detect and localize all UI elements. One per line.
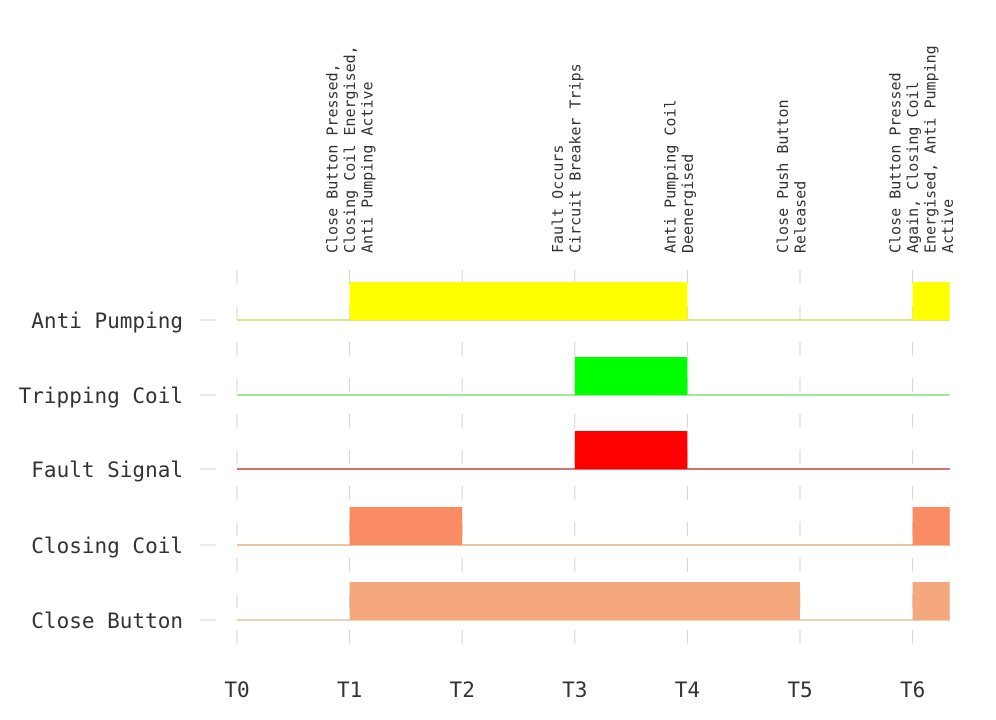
annotation-line: Close Push Button	[774, 99, 792, 253]
annotation-line: Active	[939, 199, 957, 253]
signal-label-closing-coil: Closing Coil	[31, 534, 183, 558]
pulse-tripping-coil-1	[574, 357, 688, 395]
pulse-close-button-1	[349, 582, 800, 620]
signal-row-close-button: Close Button	[31, 582, 950, 633]
signal-row-fault-signal: Fault Signal	[31, 431, 950, 482]
event-annotations: Close Button Pressed, Closing Coil Energi…	[324, 45, 958, 253]
signal-label-anti-pumping: Anti Pumping	[31, 309, 183, 333]
signal-row-anti-pumping: Anti Pumping	[31, 282, 950, 333]
annotation-line: Anti Pumping Active	[359, 81, 377, 253]
annotation-t3: Fault Occurs Circuit Breaker Trips	[549, 63, 585, 253]
annotation-line: Circuit Breaker Trips	[566, 63, 584, 253]
pulse-fault-signal-1	[574, 431, 688, 469]
signal-rows: Anti Pumping Tripping Coil Fault Signal Clo…	[19, 282, 950, 633]
tick-label-t0: T0	[224, 678, 249, 702]
annotation-line: Again, Closing Coil	[904, 81, 922, 253]
pulse-closing-coil-2	[912, 507, 950, 545]
pulse-anti-pumping-1	[349, 282, 688, 320]
annotation-t5: Close Push Button Released	[774, 99, 810, 253]
pulse-close-button-2	[912, 582, 950, 620]
annotation-line: Close Button Pressed,	[324, 63, 342, 253]
annotation-line: Closing Coil Energised,	[341, 45, 359, 253]
pulse-anti-pumping-2	[912, 282, 950, 320]
annotation-line: Released	[792, 181, 810, 253]
annotation-t4: Anti Pumping Coil Deenergised	[661, 99, 697, 253]
annotation-line: Anti Pumping Coil	[661, 99, 679, 253]
time-axis-ticks: T0 T1 T2 T3 T4 T5 T6	[224, 678, 925, 702]
annotation-line: Deenergised	[679, 154, 697, 253]
tick-label-t1: T1	[337, 678, 362, 702]
signal-label-tripping-coil: Tripping Coil	[19, 384, 183, 408]
annotation-t6: Close Button Pressed Again, Closing Coil E…	[887, 45, 958, 253]
tick-label-t4: T4	[675, 678, 700, 702]
tick-label-t6: T6	[900, 678, 925, 702]
signal-row-closing-coil: Closing Coil	[31, 507, 950, 558]
signal-label-fault-signal: Fault Signal	[31, 458, 183, 482]
tick-label-t5: T5	[787, 678, 812, 702]
tick-label-t3: T3	[562, 678, 587, 702]
annotation-line: Fault Occurs	[549, 145, 567, 253]
annotation-line: Close Button Pressed	[887, 72, 905, 253]
tick-label-t2: T2	[450, 678, 475, 702]
signal-label-close-button: Close Button	[31, 609, 183, 633]
annotation-line: Energised, Anti Pumping	[922, 45, 940, 253]
annotation-t1: Close Button Pressed, Closing Coil Energi…	[324, 45, 377, 253]
signal-row-tripping-coil: Tripping Coil	[19, 357, 950, 408]
pulse-closing-coil-1	[349, 507, 463, 545]
